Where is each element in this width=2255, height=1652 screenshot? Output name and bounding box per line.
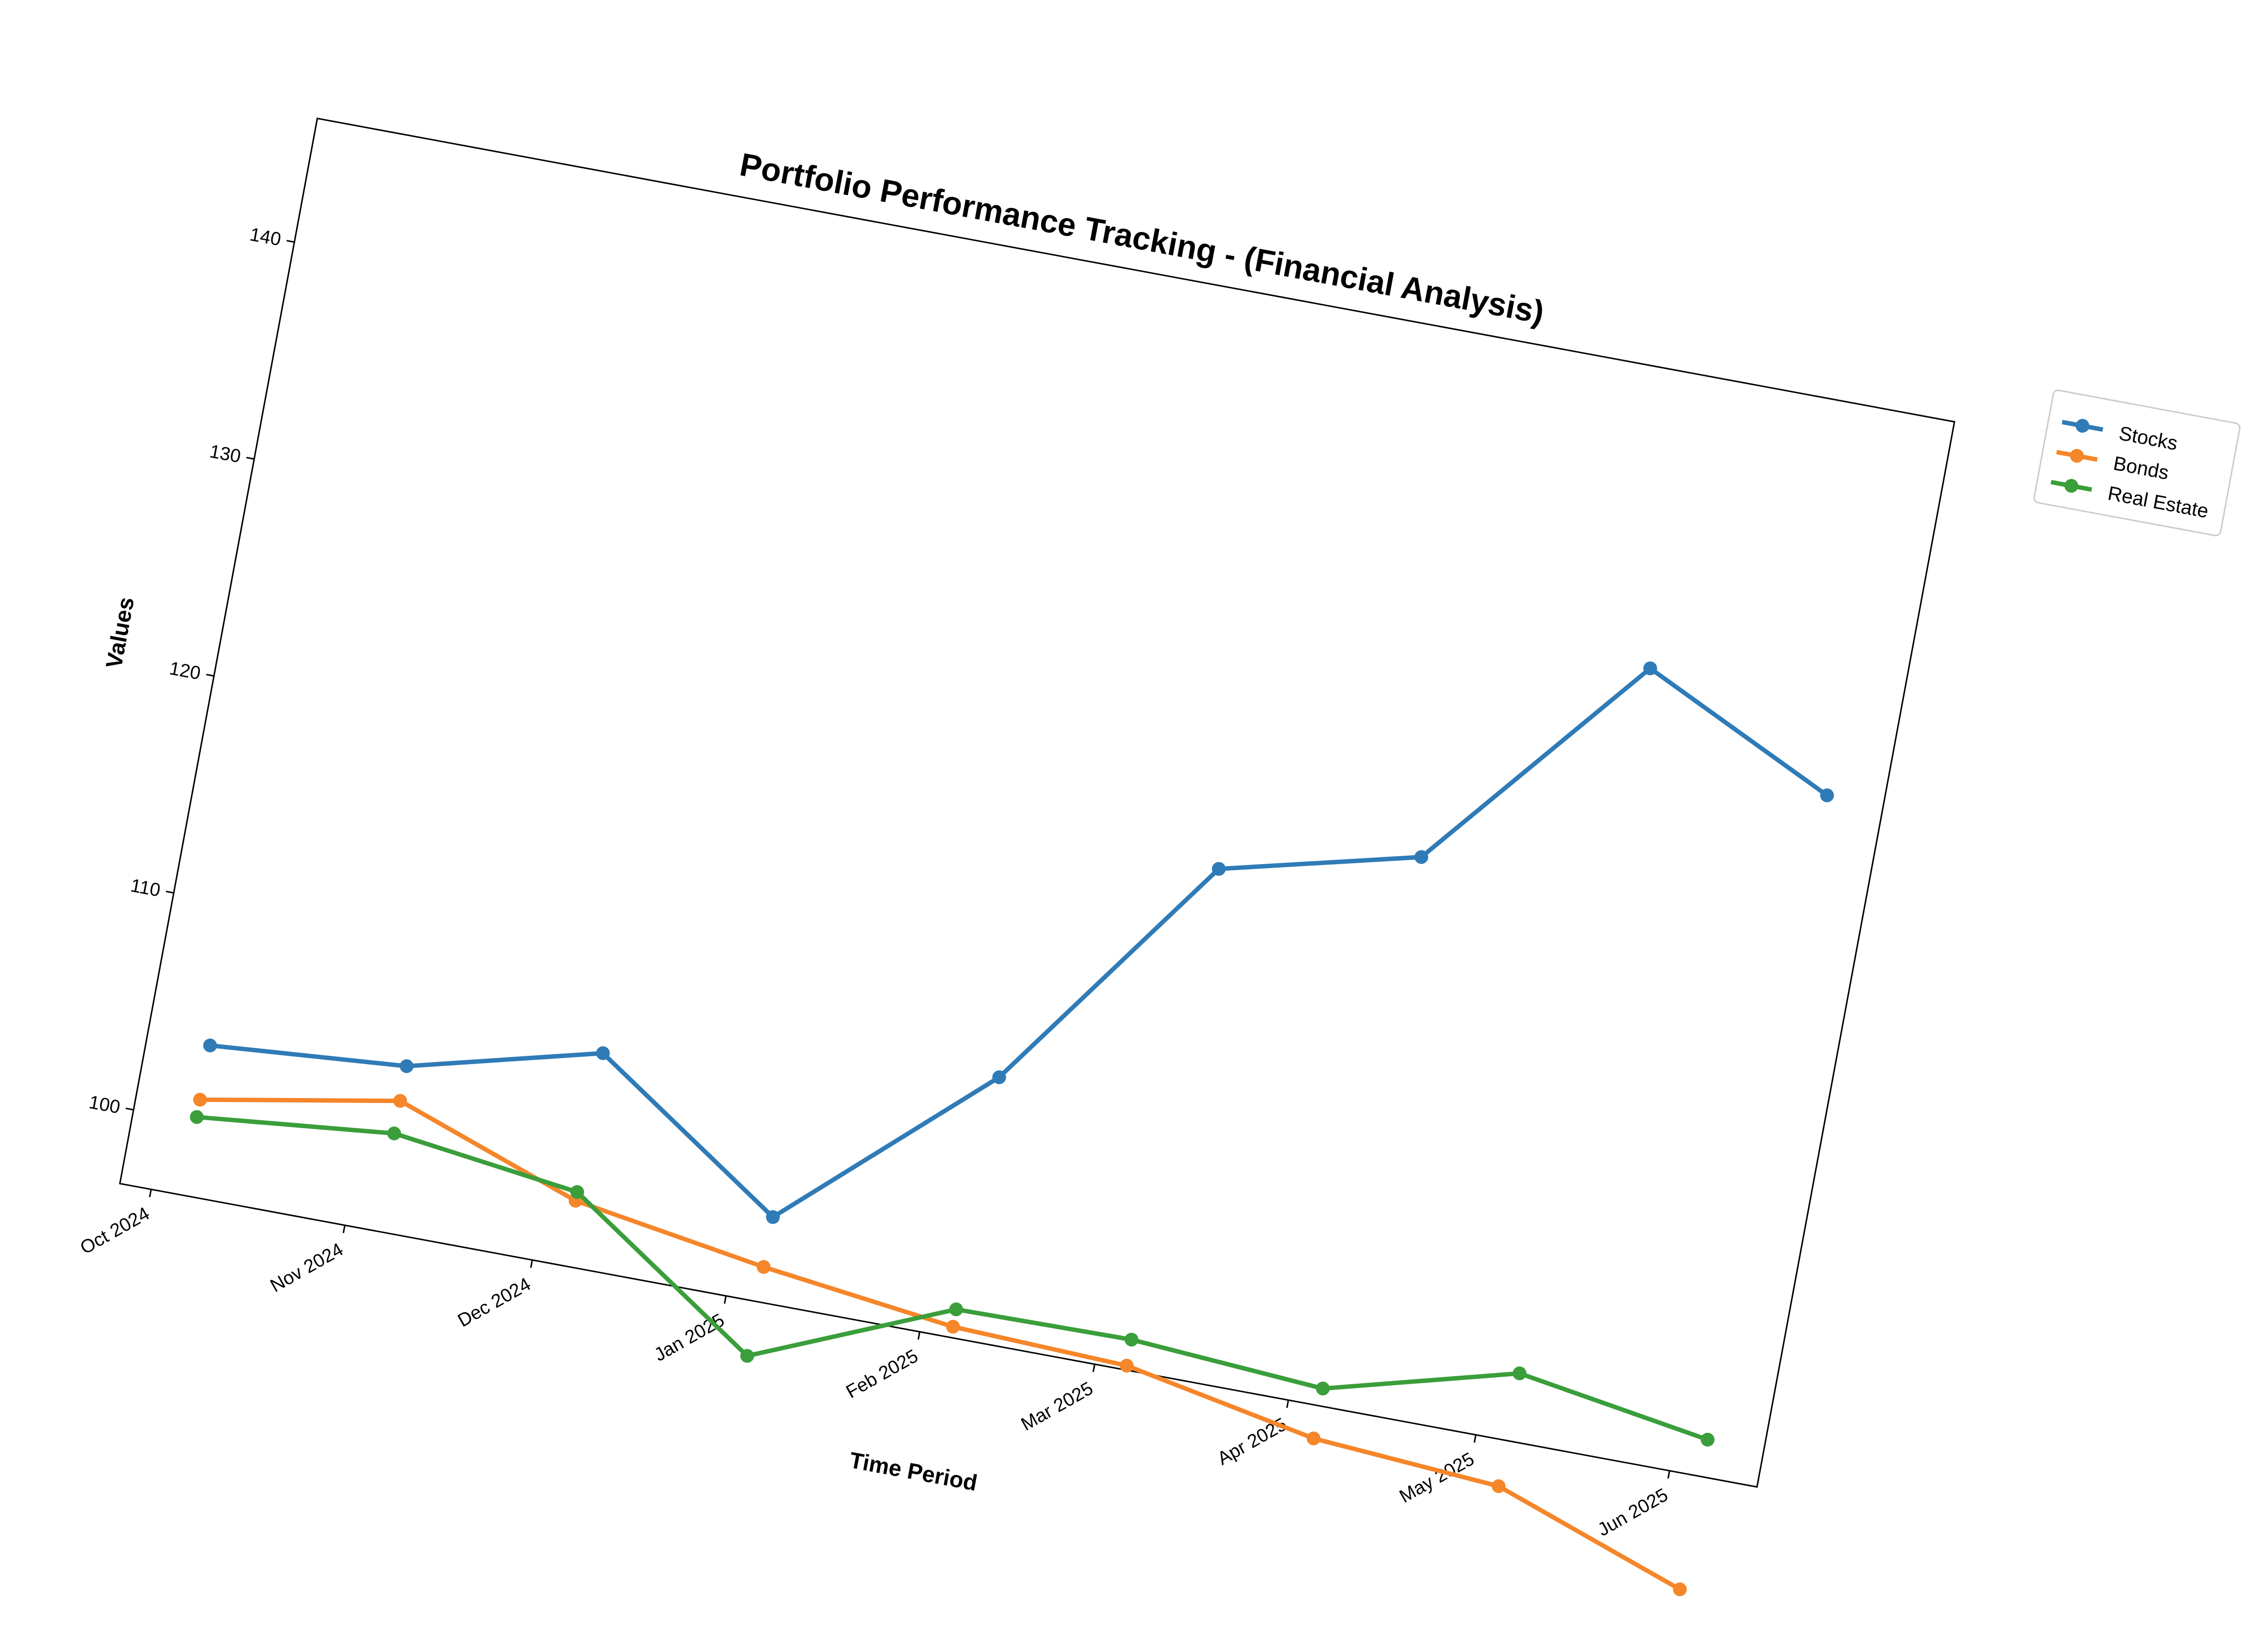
- data-point: [949, 1302, 963, 1317]
- legend-swatch-marker: [2064, 479, 2079, 493]
- x-tick-mark: [149, 1189, 152, 1198]
- rotated-figure: Portfolio Performance Tracking - (Financ…: [77, 117, 1956, 1596]
- data-point: [1643, 661, 1657, 676]
- data-point: [1307, 1431, 1321, 1446]
- y-tick-label: 130: [208, 441, 242, 467]
- x-tick-mark: [1473, 1434, 1477, 1443]
- x-tick-mark: [342, 1225, 346, 1233]
- x-tick-label: Jun 2025: [1594, 1485, 1671, 1541]
- x-tick-label: Dec 2024: [455, 1274, 534, 1331]
- series-line: [197, 1097, 1682, 1592]
- x-tick-label: Jan 2025: [651, 1310, 728, 1366]
- series-line: [208, 666, 1830, 1220]
- legend-swatch-marker: [2075, 419, 2090, 433]
- x-tick-mark: [1667, 1470, 1670, 1479]
- x-tick-mark: [1286, 1400, 1289, 1408]
- y-axis-label: Values: [100, 595, 139, 670]
- x-tick-label: Mar 2025: [1017, 1378, 1096, 1435]
- x-tick-mark: [723, 1296, 727, 1304]
- y-tick-label: 100: [87, 1092, 122, 1118]
- legend-swatch-marker: [2070, 449, 2084, 463]
- data-point: [992, 1070, 1006, 1084]
- series-bonds: [193, 1093, 1687, 1596]
- data-point: [190, 1110, 204, 1124]
- y-tick-mark: [165, 890, 174, 894]
- y-axis-ticks: 100 110 120 130 140: [87, 224, 295, 1118]
- data-point: [1124, 1332, 1139, 1347]
- data-point: [570, 1185, 585, 1199]
- x-tick-label: Oct 2024: [77, 1203, 153, 1259]
- chart-title: Portfolio Performance Tracking - (Financ…: [737, 146, 1547, 330]
- x-tick-mark: [530, 1260, 533, 1268]
- data-point: [387, 1126, 401, 1140]
- data-point: [1414, 850, 1429, 864]
- data-point: [193, 1093, 207, 1107]
- x-tick-mark: [1092, 1364, 1096, 1372]
- data-point: [740, 1349, 754, 1363]
- data-point: [596, 1046, 610, 1060]
- x-tick-mark: [917, 1331, 920, 1340]
- data-point: [1512, 1366, 1527, 1381]
- data-point: [393, 1094, 407, 1108]
- data-point: [756, 1260, 771, 1274]
- data-point: [1492, 1479, 1506, 1493]
- y-tick-mark: [206, 674, 214, 677]
- data-point: [766, 1210, 780, 1224]
- y-tick-label: 110: [129, 875, 162, 901]
- y-tick-label: 120: [168, 658, 202, 684]
- data-point: [1316, 1381, 1330, 1395]
- series-stocks: [203, 661, 1834, 1224]
- y-tick-label: 140: [248, 224, 283, 250]
- series-layer: [190, 661, 1834, 1596]
- y-tick-mark: [246, 456, 255, 460]
- plot-area: [119, 117, 1956, 1488]
- y-tick-mark: [286, 240, 295, 243]
- data-point: [1119, 1359, 1134, 1373]
- data-point: [946, 1320, 960, 1334]
- x-axis-label: Time Period: [848, 1447, 980, 1496]
- x-tick-label: Feb 2025: [843, 1346, 921, 1403]
- y-tick-mark: [126, 1107, 134, 1111]
- x-axis-ticks: Oct 2024 Nov 2024 Dec 2024 Jan 2025 Feb 2025…: [77, 1189, 1671, 1541]
- x-tick-label: Nov 2024: [267, 1239, 347, 1296]
- data-point: [1211, 862, 1226, 876]
- series-real-estate: [190, 1110, 1715, 1447]
- data-point: [1673, 1582, 1687, 1596]
- data-point: [1820, 788, 1834, 803]
- data-point: [203, 1038, 217, 1053]
- data-point: [1700, 1432, 1715, 1447]
- data-point: [399, 1059, 414, 1073]
- x-tick-label: Apr 2025: [1214, 1414, 1290, 1470]
